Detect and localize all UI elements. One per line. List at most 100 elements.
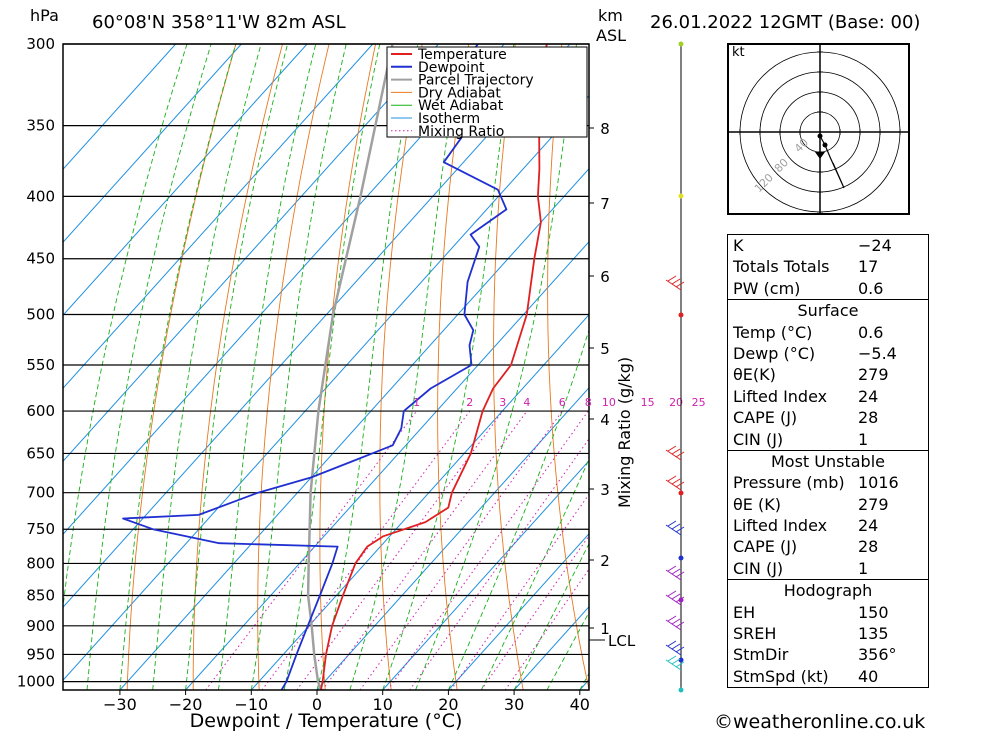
index-value: 40 xyxy=(858,666,879,686)
legend-label: Isotherm xyxy=(418,111,480,127)
mixing-ratio-label: 15 xyxy=(641,396,655,409)
isotherm-line xyxy=(63,44,308,316)
mixing-ratio-line xyxy=(387,410,589,690)
wind-level-dot xyxy=(678,555,684,561)
parcel-trajectory-line xyxy=(306,44,394,690)
legend-label: Parcel Trajectory xyxy=(418,73,534,89)
isotherm-line xyxy=(63,44,242,243)
hodograph-unit: kt xyxy=(732,45,745,60)
index-label: Totals Totals xyxy=(733,257,830,277)
dry-adiabat-line xyxy=(319,44,377,690)
index-label: CIN (J) xyxy=(733,429,784,449)
pressure-tick-label: 300 xyxy=(26,35,55,53)
temperature-tick-label: −20 xyxy=(169,695,203,714)
pressure-tick-label: 400 xyxy=(26,187,55,205)
wind-barb xyxy=(665,640,685,656)
section-title: Surface xyxy=(797,301,859,321)
indices-top-section: K −24 Totals Totals 17 PW (cm) 0.6 xyxy=(728,235,928,299)
hodograph-ring-label: 40 xyxy=(792,136,811,155)
temperature-tick-label: 30 xyxy=(504,695,524,714)
wet-adiabat-line xyxy=(316,44,419,690)
legend-label: Temperature xyxy=(417,47,507,63)
wind-level-dot xyxy=(678,597,684,603)
pressure-tick-label: 1000 xyxy=(17,673,55,691)
index-value: 0.6 xyxy=(858,322,884,342)
wet-adiabat-line xyxy=(447,328,589,690)
index-label: Pressure (mb) xyxy=(733,473,845,493)
dry-adiabat-line xyxy=(651,44,721,690)
index-label: SREH xyxy=(733,624,777,644)
storm-motion-marker xyxy=(815,152,825,159)
index-row: θE(K) 279 xyxy=(728,364,928,385)
wind-barb xyxy=(665,615,685,631)
dry-adiabat-line xyxy=(493,44,524,690)
isotherm-line xyxy=(63,44,571,608)
section-title: Most Unstable xyxy=(771,451,885,471)
legend-label: Dry Adiabat xyxy=(418,85,501,101)
index-label: θE (K) xyxy=(733,494,781,514)
km-unit-label: km xyxy=(598,6,623,25)
wet-adiabat-line xyxy=(185,44,289,690)
x-axis-title: Dewpoint / Temperature (°C) xyxy=(190,710,463,732)
hodograph-indices-section: Hodograph EH 150 SREH 135 StmDir 356° StmSpd (k… xyxy=(728,579,928,687)
hodograph-panel: kt 40 80 120 xyxy=(727,43,910,215)
index-row: K −24 xyxy=(728,235,928,256)
temperature-tick-label: −30 xyxy=(103,695,137,714)
dry-adiabat-line xyxy=(547,44,589,690)
index-value: 135 xyxy=(858,624,889,644)
plot-frame xyxy=(62,43,590,691)
indices-table: K −24 Totals Totals 17 PW (cm) 0.6 Surface Tem… xyxy=(727,234,929,689)
temperature-tick-label: 10 xyxy=(373,695,393,714)
pressure-tick-label: 750 xyxy=(26,520,55,538)
dewpoint-line xyxy=(122,44,508,690)
isotherm-line xyxy=(63,44,374,389)
mixing-ratio-label: 6 xyxy=(559,396,566,409)
legend-label: Mixing Ratio xyxy=(418,124,504,140)
copyright-footer: ©weatheronline.co.uk xyxy=(714,711,926,733)
index-label: K xyxy=(733,236,744,255)
isotherm-line xyxy=(63,44,439,462)
index-row: PW (cm) 0.6 xyxy=(728,278,928,299)
index-label: CAPE (J) xyxy=(733,408,798,428)
index-row: Lifted Index 24 xyxy=(728,386,928,407)
location-title: 60°08'N 358°11'W 82m ASL xyxy=(92,12,346,33)
temperature-tick-label: 20 xyxy=(438,695,458,714)
wet-adiabat-line xyxy=(283,44,381,690)
index-row: CIN (J) 1 xyxy=(728,429,928,450)
wind-barb xyxy=(665,565,685,581)
index-row: Totals Totals 17 xyxy=(728,256,928,277)
km-tick-label: 4 xyxy=(600,411,610,429)
pressure-tick-label: 650 xyxy=(26,444,55,462)
index-value: −24 xyxy=(858,236,892,255)
mixing-ratio-label: 1 xyxy=(413,396,420,409)
index-label: EH xyxy=(733,602,756,622)
wind-barb xyxy=(665,655,685,671)
temperature-tick-label: 0 xyxy=(312,695,322,714)
dry-adiabat-line xyxy=(379,44,423,690)
mixing-ratio-line xyxy=(322,410,528,690)
index-row: StmSpd (kt) 40 xyxy=(728,666,928,687)
index-value: 1 xyxy=(858,429,869,449)
index-label: StmSpd (kt) xyxy=(733,666,829,686)
wet-adiabat-line xyxy=(63,44,188,611)
dry-adiabat-line xyxy=(437,44,470,690)
wind-barb xyxy=(665,275,685,291)
index-label: CAPE (J) xyxy=(733,537,798,557)
index-value: 279 xyxy=(858,365,889,385)
index-value: 279 xyxy=(858,494,889,514)
wet-adiabat-line xyxy=(349,44,463,690)
index-label: Dewp (°C) xyxy=(733,343,816,363)
isotherm-line xyxy=(119,168,589,690)
isotherm-line xyxy=(316,387,589,690)
mixing-ratio-label: 20 xyxy=(669,396,683,409)
index-label: StmDir xyxy=(733,645,789,665)
hodograph-trace xyxy=(819,135,845,189)
wind-barb xyxy=(665,475,685,491)
wet-adiabat-line xyxy=(513,542,589,690)
hodograph-ring-label: 120 xyxy=(752,171,776,195)
pressure-tick-label: 800 xyxy=(26,554,55,572)
index-value: −5.4 xyxy=(858,343,897,363)
index-row: Temp (°C) 0.6 xyxy=(728,322,928,343)
